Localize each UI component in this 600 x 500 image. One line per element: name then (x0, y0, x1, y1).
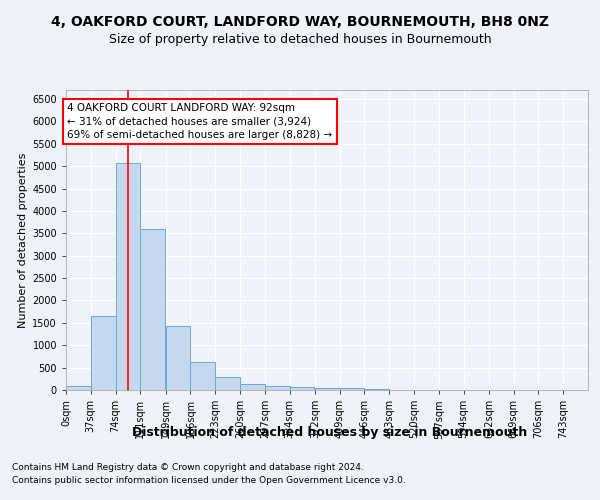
Bar (66, 386, 91, 390)
Text: 4 OAKFORD COURT LANDFORD WAY: 92sqm
← 31% of detached houses are smaller (3,924): 4 OAKFORD COURT LANDFORD WAY: 92sqm ← 31… (67, 104, 332, 140)
Bar (116, 162, 140, 390)
Bar (240, 384, 265, 390)
Y-axis label: Number of detached properties: Number of detached properties (18, 152, 28, 328)
Text: Contains public sector information licensed under the Open Government Licence v3: Contains public sector information licen… (12, 476, 406, 485)
Bar (190, 362, 215, 390)
Text: Distribution of detached houses by size in Bournemouth: Distribution of detached houses by size … (133, 426, 527, 439)
Bar (364, 388, 389, 390)
Bar (290, 386, 314, 390)
Bar (166, 326, 190, 390)
Bar (340, 388, 364, 390)
Text: Contains HM Land Registry data © Crown copyright and database right 2024.: Contains HM Land Registry data © Crown c… (12, 464, 364, 472)
Bar (315, 388, 340, 390)
Bar (140, 229, 165, 390)
Bar (215, 377, 240, 390)
Text: 4, OAKFORD COURT, LANDFORD WAY, BOURNEMOUTH, BH8 0NZ: 4, OAKFORD COURT, LANDFORD WAY, BOURNEMO… (51, 15, 549, 29)
Bar (91, 316, 116, 390)
Text: Size of property relative to detached houses in Bournemouth: Size of property relative to detached ho… (109, 32, 491, 46)
Bar (265, 386, 290, 390)
